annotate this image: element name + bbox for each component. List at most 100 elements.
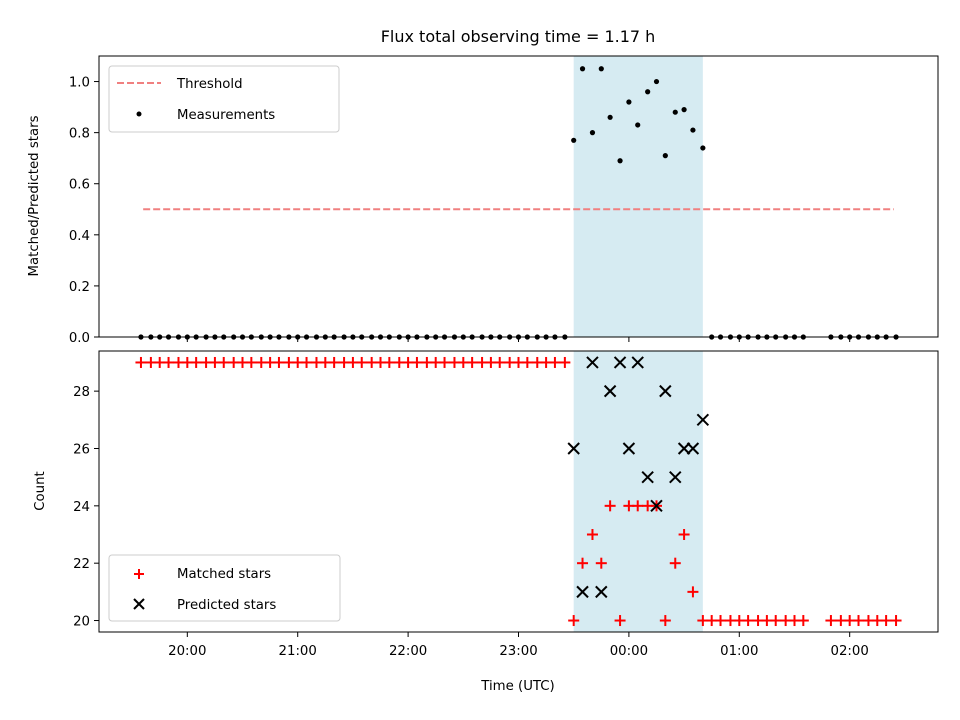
top-y-axis-label: Matched/Predicted stars bbox=[27, 115, 42, 276]
predicted-star-point bbox=[622, 442, 636, 455]
bottom-y-tick-label: 20 bbox=[73, 615, 90, 630]
measurement-point bbox=[635, 122, 641, 128]
matched-star-point bbox=[595, 557, 607, 569]
matched-star-point bbox=[466, 356, 478, 368]
matched-star-point bbox=[568, 615, 580, 627]
matched-star-point bbox=[742, 615, 754, 627]
top-x-ticks bbox=[186, 337, 851, 342]
bottom-y-axis-label: Count bbox=[33, 471, 48, 511]
matched-star-point bbox=[135, 356, 147, 368]
measurement-point bbox=[598, 66, 604, 72]
measurement-point bbox=[607, 114, 613, 120]
x-tick-label: 20:00 bbox=[168, 644, 206, 659]
predicted-star-point bbox=[586, 356, 599, 369]
legend-matched-label: Matched stars bbox=[177, 567, 271, 582]
matched-star-point bbox=[880, 615, 892, 627]
measurement-point bbox=[690, 127, 696, 133]
matched-star-point bbox=[559, 356, 571, 368]
matched-star-point bbox=[163, 356, 175, 368]
matched-star-point bbox=[825, 615, 837, 627]
matched-star-point bbox=[301, 356, 313, 368]
matched-star-point bbox=[521, 356, 533, 368]
matched-star-point bbox=[356, 356, 368, 368]
measurement-point bbox=[681, 107, 687, 113]
bottom-panel: 20 22 24 26 28 20:00 21:00 22:00 23:00 00:00 01:0… bbox=[33, 350, 939, 694]
matched-star-point bbox=[669, 557, 681, 569]
matched-star-point bbox=[245, 356, 257, 368]
predicted-star-point bbox=[686, 442, 700, 455]
top-highlight-span bbox=[573, 56, 703, 337]
measurement-point bbox=[700, 145, 706, 151]
predicted-star-point bbox=[613, 356, 627, 369]
measurement-point bbox=[653, 78, 660, 85]
matched-star-point bbox=[659, 615, 671, 627]
measurement-point bbox=[579, 66, 586, 72]
measurement-point bbox=[571, 137, 577, 143]
legend-measurements-label: Measurements bbox=[177, 108, 275, 123]
top-y-tick-label: 1.0 bbox=[69, 76, 90, 91]
predicted-star-point bbox=[641, 470, 654, 484]
top-legend-box bbox=[108, 65, 340, 133]
matched-star-point bbox=[632, 500, 644, 512]
matched-star-point bbox=[604, 500, 616, 512]
measurement-point bbox=[645, 89, 651, 95]
chart-title: Flux total observing time = 1.17 h bbox=[381, 27, 656, 46]
legend-predicted-swatch bbox=[133, 598, 145, 610]
x-tick-label: 22:00 bbox=[389, 644, 427, 659]
predicted-star-point bbox=[696, 413, 710, 427]
bottom-matched-series bbox=[135, 356, 902, 627]
bottom-legend: Matched stars Predicted stars bbox=[108, 554, 341, 622]
matched-star-point bbox=[678, 529, 690, 541]
matched-star-point bbox=[549, 356, 561, 368]
bottom-y-tick-label: 26 bbox=[73, 442, 90, 457]
top-y-tick-label: 0.2 bbox=[69, 280, 90, 295]
predicted-star-point bbox=[595, 585, 608, 599]
top-y-tick-label: 0.8 bbox=[69, 127, 90, 142]
top-y-tick-label: 0.6 bbox=[69, 178, 90, 193]
measurement-point bbox=[672, 109, 678, 115]
measurement-point bbox=[626, 99, 632, 105]
bottom-y-tick-label: 28 bbox=[73, 385, 90, 400]
predicted-star-point bbox=[677, 442, 691, 455]
top-y-tick-label: 0.0 bbox=[69, 331, 90, 346]
bottom-legend-box bbox=[108, 554, 341, 622]
matched-star-point bbox=[439, 356, 451, 368]
bottom-y-tick-label: 24 bbox=[73, 500, 90, 515]
x-tick-label: 02:00 bbox=[831, 644, 869, 659]
matched-star-point bbox=[853, 615, 865, 627]
matched-star-point bbox=[494, 356, 506, 368]
top-y-tick-label: 0.4 bbox=[69, 229, 90, 244]
measurement-point bbox=[662, 153, 668, 159]
matched-star-point bbox=[273, 356, 285, 368]
top-panel: 0.0 0.2 0.4 0.6 0.8 1.0 Matched/Predicted sta… bbox=[27, 55, 939, 346]
matched-star-point bbox=[218, 356, 230, 368]
matched-star-point bbox=[383, 356, 395, 368]
predicted-star-point bbox=[603, 384, 617, 398]
legend-predicted-label: Predicted stars bbox=[177, 598, 276, 613]
matched-star-point bbox=[797, 615, 809, 627]
x-tick-label: 23:00 bbox=[499, 644, 537, 659]
x-tick-label: 01:00 bbox=[720, 644, 758, 659]
matched-star-point bbox=[770, 615, 782, 627]
matched-star-point bbox=[577, 557, 589, 569]
top-legend: Threshold Measurements bbox=[108, 65, 340, 133]
bottom-plot-frame bbox=[98, 350, 939, 633]
predicted-star-point bbox=[650, 499, 663, 513]
legend-matched-swatch bbox=[134, 569, 144, 579]
top-y-axis: 0.0 0.2 0.4 0.6 0.8 1.0 bbox=[69, 76, 99, 346]
x-axis-label: Time (UTC) bbox=[480, 679, 555, 694]
top-plot-frame bbox=[98, 55, 939, 338]
matched-star-point bbox=[190, 356, 202, 368]
matched-star-point bbox=[715, 615, 727, 627]
measurement-point bbox=[617, 158, 623, 164]
predicted-star-point bbox=[669, 470, 682, 484]
matched-star-point bbox=[411, 356, 423, 368]
matched-star-point bbox=[614, 615, 626, 627]
matched-star-point bbox=[687, 586, 699, 598]
predicted-star-point bbox=[631, 356, 644, 369]
bottom-highlight-span bbox=[573, 351, 703, 632]
matched-star-point bbox=[586, 529, 598, 541]
predicted-star-point bbox=[659, 384, 672, 398]
highlight-span-rect bbox=[573, 351, 703, 632]
